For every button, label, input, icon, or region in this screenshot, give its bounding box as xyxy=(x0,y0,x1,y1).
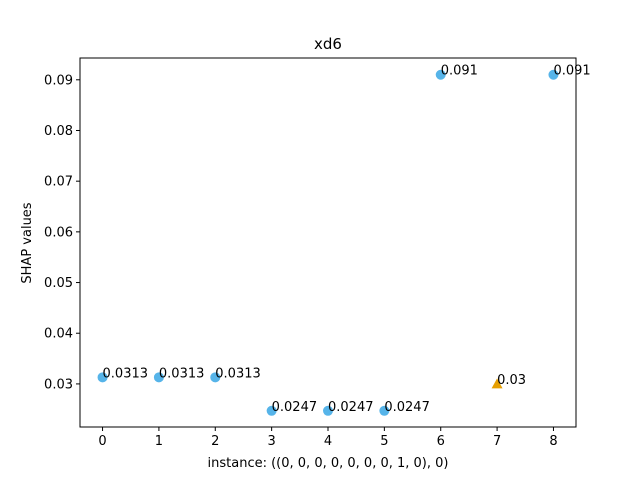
data-points: 0.0313 0.0313 0.0313 0.0247 0.0247 0.0247 0.09… xyxy=(97,64,591,416)
x-tick-label: 6 xyxy=(437,434,445,449)
y-tick-label: 0.08 xyxy=(44,124,73,139)
data-label: 0.091 xyxy=(553,64,590,79)
x-tick-label: 3 xyxy=(267,434,275,449)
x-tick-label: 4 xyxy=(324,434,332,449)
data-label: 0.0313 xyxy=(159,366,205,381)
x-tick-label: 0 xyxy=(98,434,106,449)
y-tick-label: 0.09 xyxy=(44,73,73,88)
data-label: 0.0247 xyxy=(384,400,430,415)
y-tick-label: 0.03 xyxy=(44,377,73,392)
chart-title: xd6 xyxy=(314,35,342,53)
y-tick-label: 0.07 xyxy=(44,175,73,190)
data-point xyxy=(266,405,277,416)
x-tick-label: 7 xyxy=(493,434,501,449)
x-tick-label: 5 xyxy=(380,434,388,449)
x-tick-label: 1 xyxy=(155,434,163,449)
y-tick-label: 0.05 xyxy=(44,276,73,291)
y-tick-label: 0.04 xyxy=(44,327,73,342)
data-label: 0.03 xyxy=(497,373,526,388)
data-label: 0.0313 xyxy=(215,366,260,381)
x-tick-label: 8 xyxy=(549,434,557,449)
data-label: 0.0247 xyxy=(328,400,374,415)
x-axis: 0 1 2 3 4 5 6 7 8 xyxy=(98,427,558,449)
data-point-triangle xyxy=(491,378,503,389)
data-label: 0.091 xyxy=(441,64,478,79)
y-axis-label: SHAP values xyxy=(20,202,35,283)
data-point xyxy=(97,372,108,383)
data-point xyxy=(548,69,559,80)
x-tick-label: 2 xyxy=(211,434,219,449)
x-axis-label: instance: ((0, 0, 0, 0, 0, 0, 0, 1, 0), … xyxy=(208,456,449,471)
data-label: 0.0247 xyxy=(272,400,318,415)
data-point xyxy=(153,372,164,383)
data-point xyxy=(435,69,446,80)
y-tick-label: 0.06 xyxy=(44,225,73,240)
data-point xyxy=(379,405,390,416)
data-point xyxy=(210,372,221,383)
y-axis: 0.03 0.04 0.05 0.06 0.07 0.08 0.09 xyxy=(44,73,80,392)
data-point xyxy=(323,405,333,416)
plot-frame xyxy=(79,57,577,428)
data-label: 0.0313 xyxy=(103,366,149,381)
